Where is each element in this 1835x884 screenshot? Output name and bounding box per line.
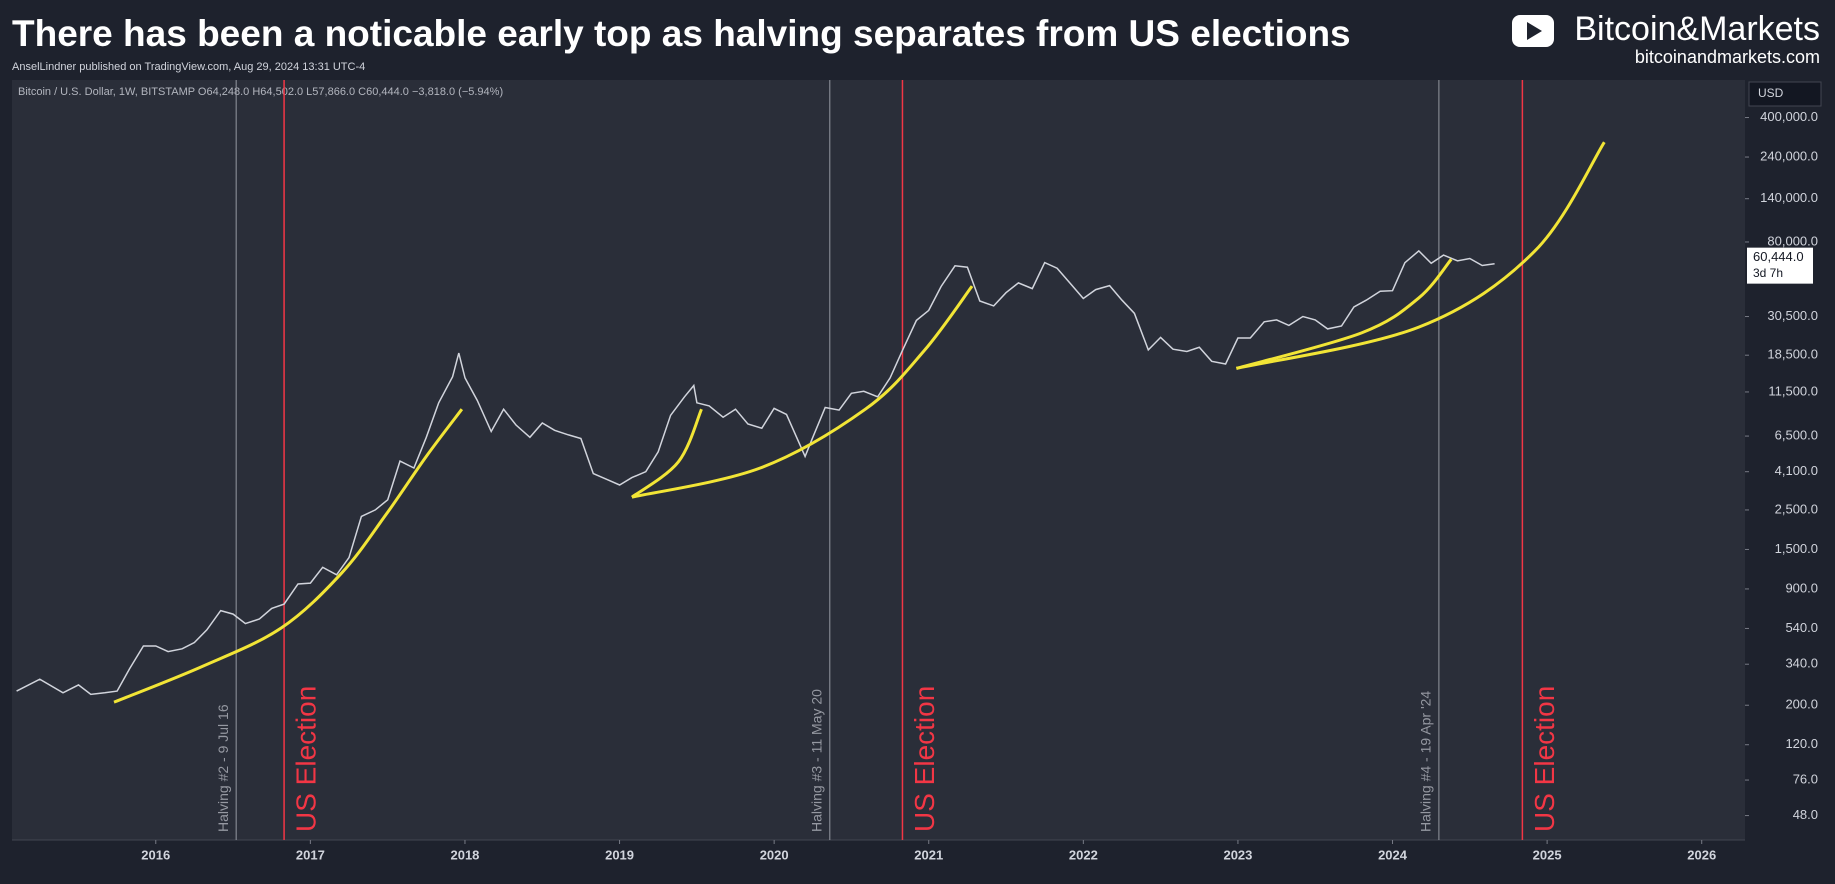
y-tick-label: 540.0 [1785,620,1818,635]
y-tick-label: 1,500.0 [1775,541,1818,556]
y-tick-label: 76.0 [1793,771,1818,786]
y-tick-label: 140,000.0 [1760,190,1818,205]
trend-curve [631,285,974,499]
y-tick-label: 11,500.0 [1768,383,1818,398]
y-tick-label: 48.0 [1793,807,1818,822]
x-tick-label: 2016 [141,847,170,862]
annotation-label: US Election [909,686,940,832]
currency: USD [1758,86,1784,100]
y-tick-label: 900.0 [1785,580,1818,595]
trend-curve [1235,258,1453,370]
annotation-label: Halving #4 - 19 Apr '24 [1418,691,1434,832]
countdown: 3d 7h [1753,266,1783,280]
y-tick-label: 200.0 [1785,697,1818,712]
y-tick-label: 340.0 [1785,656,1818,671]
y-tick-label: 400,000.0 [1760,109,1818,124]
y-tick-label: 18,500.0 [1767,347,1818,362]
trend-curve [1236,141,1606,370]
brand-url: bitcoinandmarkets.com [1635,47,1820,67]
brand: Bitcoin&Markets [1574,10,1820,48]
info-line: Bitcoin / U.S. Dollar, 1W, BITSTAMP O64,… [18,86,503,98]
y-tick-label: 30,500.0 [1767,308,1818,323]
annotation-label: US Election [1529,686,1560,832]
last-price-box [1747,247,1813,284]
annotation-label: Halving #2 - 9 Jul 16 [215,704,231,832]
x-tick-label: 2019 [605,847,634,862]
x-tick-label: 2021 [914,847,943,862]
price-line [16,249,1495,696]
annotation-label: US Election [290,686,321,832]
x-tick-label: 2017 [296,847,325,862]
x-tick-label: 2018 [450,847,479,862]
title: There has been a noticable early top as … [12,13,1351,54]
y-tick-label: 240,000.0 [1760,148,1818,163]
currency-box [1748,81,1822,107]
x-tick-label: 2023 [1223,847,1252,862]
y-tick-label: 2,500.0 [1775,501,1818,516]
y-tick-label: 120.0 [1785,736,1818,751]
x-tick-label: 2022 [1069,847,1098,862]
y-tick-label: 80,000.0 [1767,233,1818,248]
y-tick-label: 4,100.0 [1775,463,1818,478]
last-price: 60,444.0 [1753,249,1804,264]
trend-curve [113,408,464,704]
x-tick-label: 2024 [1378,847,1408,862]
logo-play [1527,22,1542,40]
x-tick-label: 2020 [760,847,789,862]
y-tick-label: 6,500.0 [1775,428,1818,443]
x-tick-label: 2025 [1533,847,1562,862]
subtitle: AnselLindner published on TradingView.co… [12,61,365,73]
price-axis [1745,80,1835,840]
plot-area [12,80,1745,840]
trend-curve [631,408,703,499]
x-tick-label: 2026 [1687,847,1716,862]
annotation-label: Halving #3 - 11 May 20 [809,689,825,832]
